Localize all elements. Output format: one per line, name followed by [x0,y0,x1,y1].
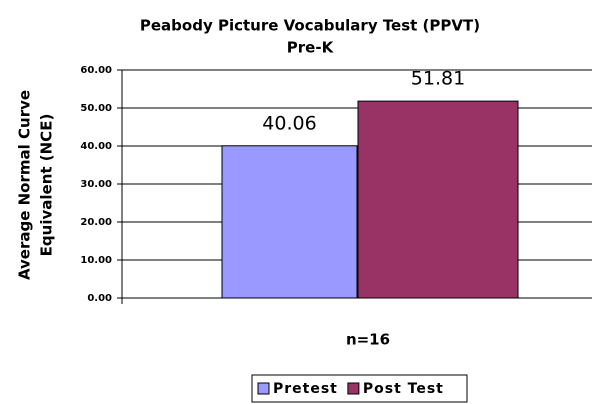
chart-title: Peabody Picture Vocabulary Test (PPVT) [140,17,480,35]
y-tick-label: 0.00 [87,293,112,304]
y-tick-label: 30.00 [80,179,112,190]
legend-label: Pretest [273,381,338,397]
y-tick-label: 60.00 [80,65,112,76]
y-tick-label: 20.00 [80,217,112,228]
chart-subtitle: Pre-K [287,39,335,57]
legend-swatch [347,382,360,395]
data-label: 51.81 [411,68,465,90]
y-tick-label: 40.00 [80,141,112,152]
bar [357,100,519,299]
legend-swatch [257,382,270,395]
data-label: 40.06 [262,112,316,134]
y-tick-label: 50.00 [80,103,112,114]
x-tick-label: n=16 [346,331,390,349]
y-axis-label: Average Normal Curve [16,90,34,280]
y-axis-label: Equivalent (NCE) [38,114,56,257]
legend-label: Post Test [363,381,444,397]
legend-box [251,374,468,403]
y-tick-label: 10.00 [80,255,112,266]
bar [221,145,358,299]
